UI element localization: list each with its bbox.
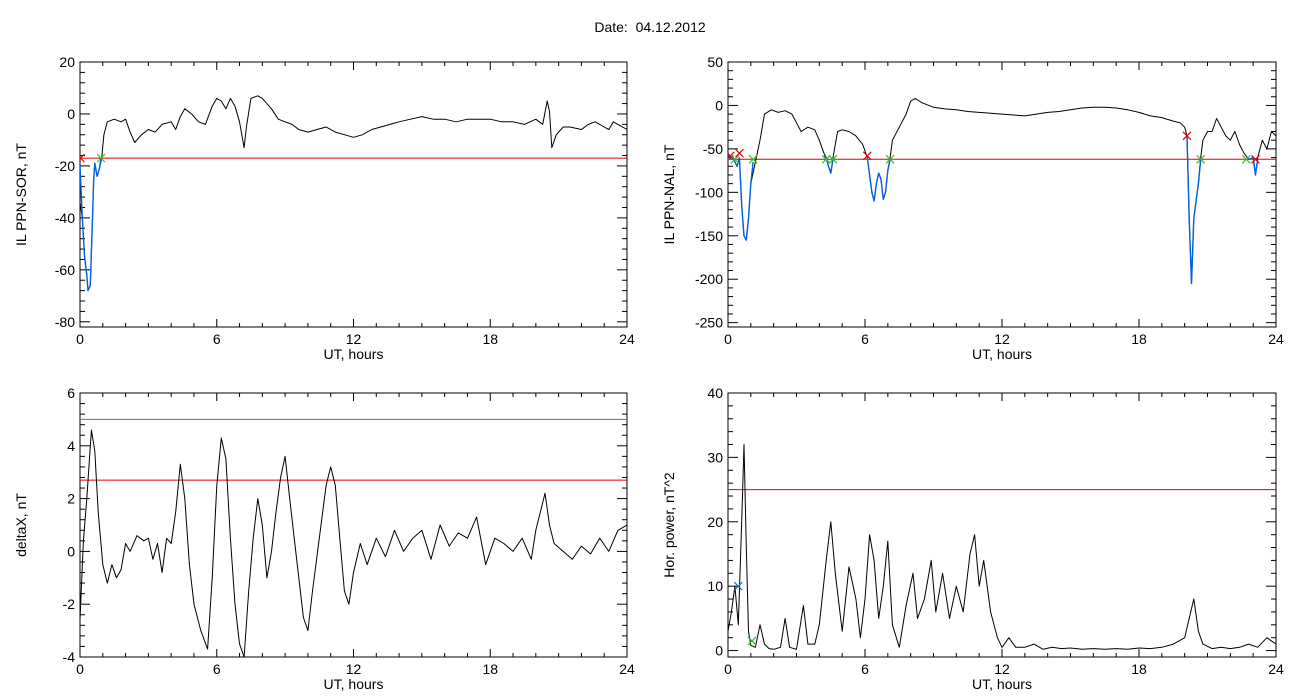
y-tick-label: 2: [67, 491, 75, 507]
date-value: 04.12.2012: [635, 19, 706, 35]
date-label: Date:: [594, 19, 628, 35]
x-tick-label: 12: [994, 331, 1010, 347]
x-tick-label: 18: [1131, 661, 1147, 677]
x-tick-label: 12: [994, 661, 1010, 677]
x-tick-label: 0: [724, 331, 732, 347]
data-series-line: [80, 95, 627, 292]
y-tick-label: 6: [67, 385, 75, 401]
chart-panel-4: 0 6 12 18 24 0 10 20 30 40 UT, hours Hor. power, nT…: [661, 385, 1284, 692]
data-series-line: [1248, 156, 1259, 176]
y-tick-label: 0: [715, 97, 723, 113]
plot-frame: [727, 392, 1277, 658]
x-axis-label: UT, hours: [324, 676, 384, 692]
data-series-line: [728, 444, 1276, 650]
event-marker: [730, 154, 740, 164]
event-marker: [828, 154, 838, 164]
y-tick-label: 10: [707, 578, 723, 594]
y-tick-label: -80: [55, 314, 75, 330]
plot-area: [80, 418, 627, 657]
y-tick-label: -200: [695, 271, 723, 287]
y-axis-label: deltaX, nT: [13, 493, 29, 557]
x-tick-label: 12: [346, 661, 362, 677]
x-tick-label: 6: [861, 661, 869, 677]
y-tick-label: -50: [703, 141, 723, 157]
y-tick-label: 50: [707, 54, 723, 70]
y-tick-label: -250: [695, 315, 723, 331]
data-series-line: [1186, 135, 1202, 285]
event-marker: [747, 636, 757, 646]
event-marker: [733, 581, 743, 591]
event-marker: [821, 154, 831, 164]
event-marker: [748, 154, 758, 164]
event-marker: [1241, 154, 1251, 164]
y-tick-label: -4: [63, 649, 76, 665]
plot-area: [728, 444, 1276, 650]
data-series-line: [866, 157, 891, 202]
y-axis-label: IL PPN-NAL, nT: [661, 144, 677, 244]
y-tick-label: -60: [55, 262, 75, 278]
event-marker: [80, 153, 85, 163]
event-marker: [734, 148, 744, 158]
y-tick-label: -20: [55, 158, 75, 174]
data-series-line: [728, 98, 1276, 285]
y-tick-label: 0: [67, 543, 75, 559]
x-tick-label: 6: [861, 331, 869, 347]
y-tick-label: -100: [695, 184, 723, 200]
x-tick-label: 24: [1268, 661, 1284, 677]
y-tick-label: -150: [695, 228, 723, 244]
y-axis-label: Hor. power, nT^2: [661, 472, 677, 578]
x-tick-label: 12: [346, 331, 362, 347]
y-tick-label: 0: [715, 643, 723, 659]
event-marker: [1196, 154, 1206, 164]
x-axis-label: UT, hours: [324, 346, 384, 362]
chart-panel-1: 0 6 12 18 24 -80 -60 -40 -20 0 20 UT, hours IL PPN-S…: [13, 54, 635, 362]
event-marker: [1182, 131, 1192, 141]
y-tick-label: 20: [59, 54, 75, 70]
data-series-line: [823, 155, 834, 174]
data-series-line: [80, 429, 627, 657]
y-tick-label: 20: [707, 514, 723, 530]
x-tick-label: 18: [1131, 331, 1147, 347]
y-tick-label: 40: [707, 385, 723, 401]
x-tick-label: 24: [619, 661, 635, 677]
x-tick-label: 6: [213, 661, 221, 677]
chart-panel-2: 0 6 12 18 24 -250 -200 -150 -100 -50 0 50 UT, hours I…: [661, 54, 1284, 362]
x-tick-label: 24: [1268, 331, 1284, 347]
y-tick-label: 0: [67, 106, 75, 122]
y-tick-label: 30: [707, 449, 723, 465]
event-marker: [885, 154, 895, 164]
x-tick-label: 6: [213, 331, 221, 347]
plot-frame: [79, 61, 628, 328]
x-axis-label: UT, hours: [972, 676, 1032, 692]
y-tick-label: 4: [67, 438, 75, 454]
event-marker: [96, 153, 106, 163]
data-series-line: [80, 157, 102, 292]
x-tick-label: 0: [76, 331, 84, 347]
x-tick-label: 24: [619, 331, 635, 347]
plot-frame: [727, 61, 1277, 328]
y-tick-label: -2: [63, 596, 76, 612]
x-tick-label: 0: [724, 661, 732, 677]
x-tick-label: 18: [482, 661, 498, 677]
event-marker: [1251, 154, 1260, 164]
y-tick-label: -40: [55, 210, 75, 226]
event-marker: [728, 151, 735, 161]
plot-area: [80, 95, 627, 292]
x-axis-label: UT, hours: [972, 346, 1032, 362]
plot-frame: [79, 392, 628, 658]
plot-area: [728, 98, 1276, 285]
event-marker: [862, 151, 872, 161]
x-tick-label: 18: [482, 331, 498, 347]
y-axis-label: IL PPN-SOR, nT: [13, 143, 29, 246]
x-tick-label: 0: [76, 661, 84, 677]
page-title: Date: 04.12.2012: [0, 19, 1300, 35]
